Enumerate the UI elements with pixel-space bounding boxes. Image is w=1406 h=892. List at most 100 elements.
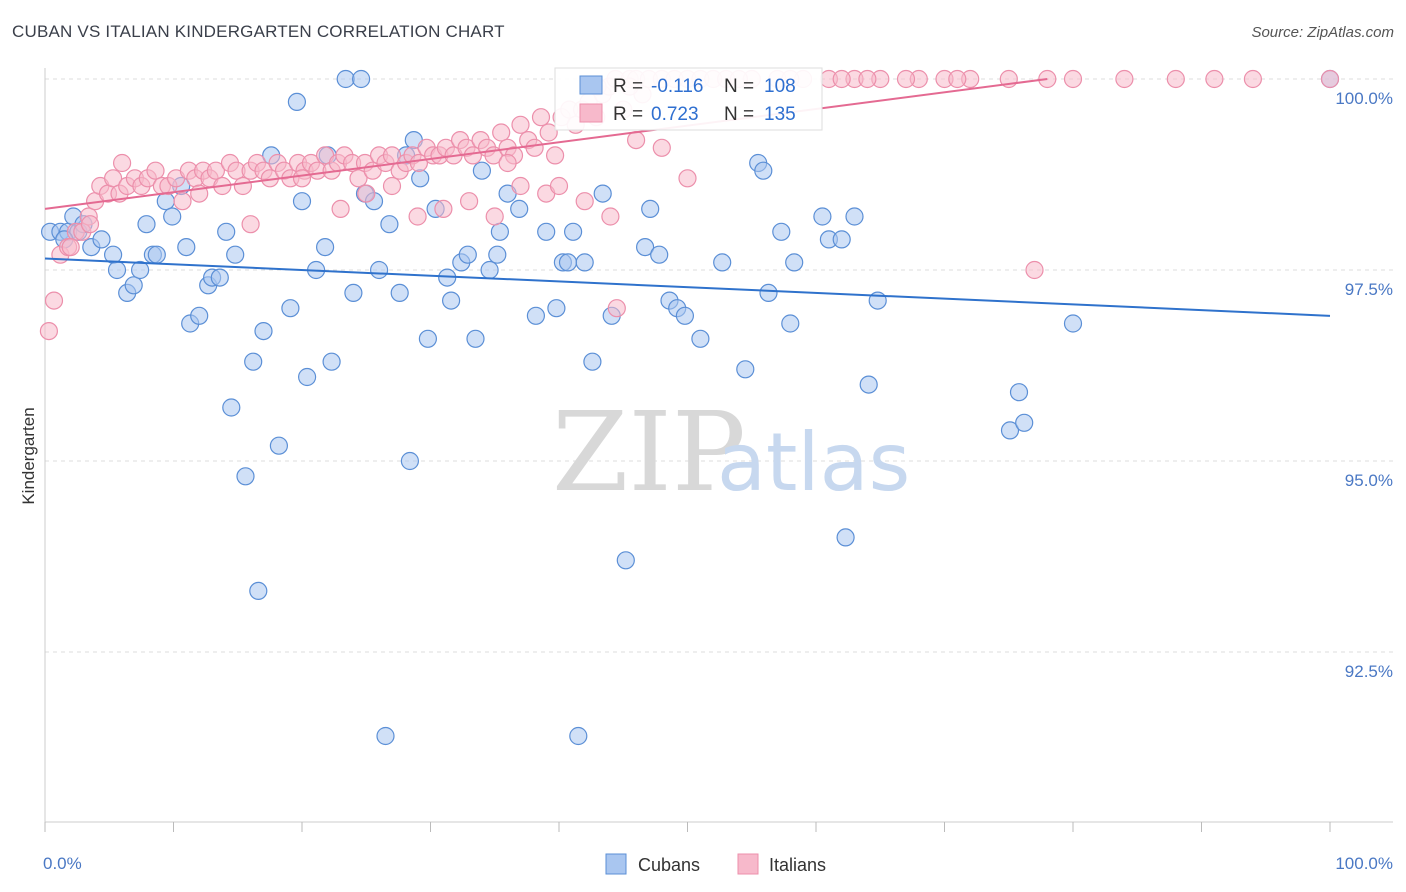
x-tick-label-0: 0.0% — [43, 854, 82, 873]
x-tick-label-100: 100.0% — [1335, 854, 1393, 873]
point-cubans-62 — [472, 161, 491, 180]
point-cubans-96 — [836, 528, 855, 547]
point-italians-129 — [601, 207, 620, 226]
point-cubans-102 — [1015, 413, 1034, 432]
point-cubans-61 — [466, 329, 485, 348]
point-italians-110 — [1205, 69, 1224, 89]
stats-legend: R = -0.116 N = 108 R = 0.723 N = 135 — [554, 67, 823, 131]
trend-line-italians — [44, 78, 1048, 210]
point-cubans-14 — [137, 215, 156, 234]
point-cubans-81 — [650, 245, 669, 264]
point-italians-118 — [292, 169, 312, 188]
point-cubans-104 — [832, 230, 851, 249]
bottom-legend-swatch-cubans — [605, 853, 627, 875]
y-axis-label: Kindergarten — [19, 407, 38, 504]
point-italians-109 — [1166, 69, 1185, 89]
point-cubans-32 — [254, 322, 273, 341]
point-cubans-67 — [526, 306, 546, 325]
point-cubans-40 — [316, 238, 335, 257]
point-italians-75 — [545, 146, 565, 165]
point-italians-111 — [1243, 69, 1263, 89]
point-cubans-37 — [292, 192, 312, 211]
point-cubans-72 — [563, 222, 583, 241]
point-cubans-29 — [236, 467, 255, 486]
legend-r-value-italians: 0.723 — [651, 104, 699, 125]
point-cubans-28 — [226, 245, 245, 264]
point-cubans-10 — [107, 260, 127, 280]
point-italians-1 — [44, 291, 64, 310]
point-italians-123 — [434, 199, 453, 218]
point-cubans-26 — [217, 222, 236, 241]
bottom-legend-swatch-italians — [737, 853, 759, 875]
point-italians-112 — [1320, 69, 1340, 89]
point-cubans-71 — [558, 253, 578, 272]
point-italians-74 — [539, 123, 558, 142]
point-italians-122 — [408, 207, 427, 226]
point-cubans-90 — [759, 283, 778, 302]
watermark-zip: ZIP — [552, 388, 746, 516]
point-cubans-101 — [1009, 383, 1029, 402]
legend-swatch-cubans — [579, 75, 603, 95]
point-italians-20 — [173, 192, 192, 211]
point-italians-114 — [80, 215, 100, 234]
point-cubans-85 — [691, 329, 710, 348]
point-cubans-47 — [370, 260, 389, 280]
chart-title: CUBAN VS ITALIAN KINDERGARTEN CORRELATIO… — [12, 22, 505, 41]
point-cubans-18 — [163, 207, 182, 226]
point-cubans-38 — [298, 367, 317, 387]
point-cubans-66 — [510, 199, 529, 218]
point-cubans-98 — [859, 375, 878, 394]
point-italians-135 — [832, 69, 851, 89]
point-italians-10 — [103, 169, 123, 188]
point-italians-107 — [1063, 69, 1083, 89]
point-italians-139 — [1025, 260, 1044, 280]
point-italians-119 — [331, 199, 350, 218]
point-cubans-17 — [156, 192, 175, 211]
point-cubans-78 — [616, 551, 635, 570]
point-cubans-84 — [675, 306, 695, 325]
point-italians-136 — [858, 69, 877, 89]
point-cubans-89 — [754, 161, 773, 180]
legend-n-label-cubans: N = — [724, 76, 754, 97]
point-cubans-103 — [1063, 314, 1083, 333]
point-italians-108 — [1115, 69, 1134, 89]
point-italians-142 — [549, 176, 569, 196]
point-cubans-60 — [458, 245, 477, 264]
point-italians-131 — [652, 138, 671, 157]
point-italians-125 — [485, 207, 504, 226]
point-cubans-79 — [635, 238, 655, 257]
legend-r-label-cubans: R = — [613, 76, 643, 97]
point-cubans-30 — [244, 352, 263, 371]
trend-line-cubans — [44, 257, 1331, 317]
point-cubans-41 — [322, 352, 341, 371]
source-credit: Source: ZipAtlas.com — [1251, 24, 1394, 41]
point-cubans-63 — [480, 260, 499, 280]
point-cubans-25 — [210, 268, 229, 287]
legend-swatch-italians — [579, 103, 603, 123]
point-cubans-27 — [222, 398, 241, 417]
point-italians-120 — [357, 184, 376, 203]
point-cubans-80 — [641, 199, 660, 218]
legend-n-value-italians: 135 — [764, 104, 796, 125]
bottom-legend-label-italians: Italians — [769, 855, 826, 875]
point-cubans-22 — [190, 306, 209, 325]
point-cubans-73 — [569, 726, 588, 746]
bottom-legend-label-cubans: Cubans — [638, 855, 700, 875]
point-italians-140 — [607, 299, 626, 318]
point-cubans-54 — [411, 169, 430, 188]
point-cubans-48 — [376, 726, 395, 746]
point-italians-132 — [678, 169, 697, 188]
point-cubans-76 — [593, 184, 612, 203]
point-italians-73 — [531, 108, 551, 127]
legend-r-value-cubans: -0.116 — [651, 76, 703, 97]
x-axis-ticks — [44, 822, 1331, 832]
bottom-legend: Cubans Italians — [605, 853, 826, 875]
point-cubans-55 — [418, 329, 437, 348]
point-italians-141 — [498, 153, 517, 173]
point-italians-72 — [525, 138, 544, 157]
y-tick-label-100: 100.0% — [1335, 89, 1393, 108]
point-italians-113 — [61, 238, 80, 257]
point-italians-115 — [112, 153, 132, 173]
point-italians-25 — [206, 161, 225, 180]
